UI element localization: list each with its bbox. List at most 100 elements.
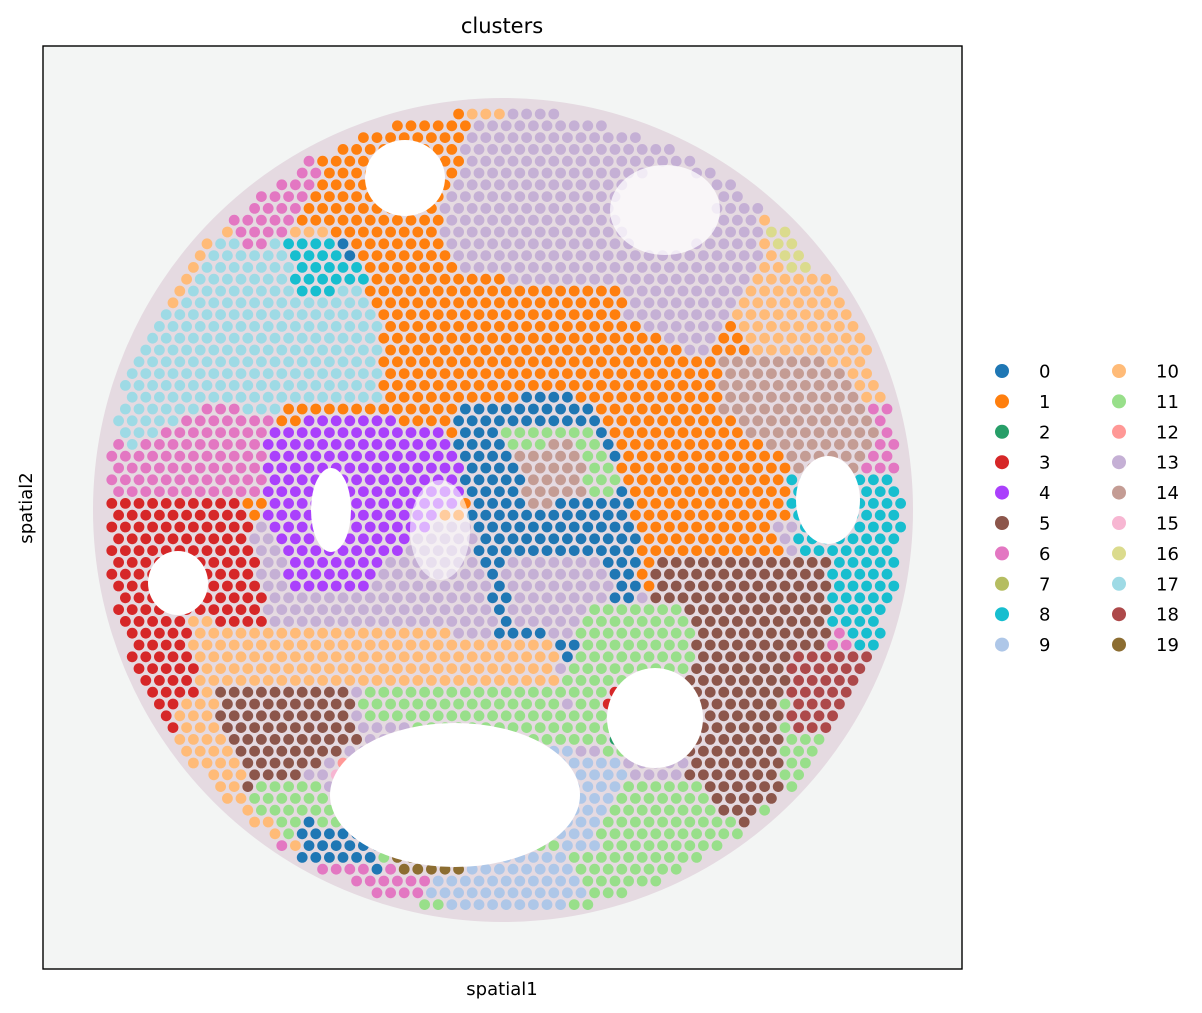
- spot-cluster-14: [786, 380, 798, 391]
- spot-cluster-1: [480, 273, 492, 285]
- spot-cluster-1: [378, 403, 390, 415]
- spot-cluster-11: [412, 698, 424, 710]
- spot-cluster-1: [528, 309, 539, 320]
- spot-cluster-13: [732, 285, 743, 297]
- spot-cluster-10: [303, 627, 315, 639]
- spot-cluster-13: [466, 580, 478, 592]
- spot-cluster-6: [174, 474, 186, 486]
- spot-cluster-1: [575, 297, 587, 309]
- spot-cluster-17: [364, 309, 376, 320]
- spot-cluster-8: [317, 273, 328, 285]
- spot-cluster-17: [344, 344, 356, 356]
- spot-cluster-11: [419, 899, 430, 910]
- spot-cluster-10: [766, 344, 777, 356]
- spot-cluster-8: [881, 568, 893, 580]
- spot-cluster-17: [201, 285, 213, 297]
- spot-cluster-5: [718, 804, 730, 816]
- spot-cluster-13: [446, 214, 458, 226]
- spot-cluster-10: [861, 368, 872, 379]
- spot-cluster-1: [732, 521, 743, 533]
- spot-cluster-17: [140, 391, 152, 403]
- spot-cluster-5: [704, 616, 716, 627]
- spot-cluster-0: [575, 533, 587, 545]
- spot-cluster-1: [738, 462, 750, 474]
- spot-cluster-11: [596, 639, 607, 651]
- spot-cluster-14: [738, 368, 750, 379]
- spot-cluster-3: [126, 604, 138, 615]
- spot-cluster-4: [276, 509, 288, 521]
- spot-cluster-5: [711, 722, 723, 733]
- spot-cluster-5: [242, 710, 254, 722]
- spot-cluster-1: [732, 545, 743, 556]
- spot-cluster-1: [602, 368, 614, 379]
- spot-cluster-6: [235, 486, 247, 497]
- spot-cluster-13: [528, 191, 539, 203]
- spot-cluster-1: [582, 332, 594, 344]
- spot-cluster-5: [745, 710, 757, 722]
- spot-cluster-13: [616, 273, 628, 285]
- spot-cluster-11: [575, 651, 587, 663]
- spot-cluster-5: [310, 686, 322, 698]
- spot-cluster-14: [745, 403, 757, 415]
- spot-cluster-9: [507, 863, 519, 875]
- spot-cluster-9: [596, 757, 607, 769]
- spot-cluster-1: [650, 332, 662, 344]
- spot-cluster-5: [759, 757, 770, 769]
- spot-cluster-8: [874, 509, 886, 521]
- spot-cluster-13: [276, 557, 288, 568]
- spot-cluster-11: [575, 675, 587, 686]
- spot-cluster-5: [704, 781, 716, 792]
- spot-cluster-11: [568, 899, 580, 910]
- spot-cluster-1: [589, 344, 600, 356]
- spot-cluster-17: [188, 403, 199, 415]
- spot-cluster-3: [222, 604, 233, 615]
- spot-cluster-1: [609, 285, 621, 297]
- spot-cluster-6: [827, 639, 838, 651]
- spot-cluster-5: [725, 627, 736, 639]
- spot-cluster-4: [269, 498, 281, 509]
- spot-cluster-1: [494, 273, 505, 285]
- spot-cluster-3: [140, 604, 152, 615]
- spot-cluster-13: [555, 238, 566, 250]
- spot-cluster-17: [249, 297, 260, 309]
- spot-cluster-13: [725, 250, 736, 261]
- spot-cluster-11: [405, 710, 417, 722]
- spot-cluster-10: [405, 663, 417, 674]
- spot-cluster-1: [446, 144, 458, 155]
- spot-cluster-0: [344, 250, 356, 261]
- spot-cluster-9: [521, 887, 532, 899]
- spot-cluster-13: [718, 214, 730, 226]
- spot-cluster-0: [494, 533, 505, 545]
- spot-cluster-3: [181, 509, 193, 521]
- spot-cluster-0: [568, 545, 580, 556]
- spot-cluster-0: [582, 498, 594, 509]
- spot-cluster-0: [507, 627, 519, 639]
- spot-cluster-10: [290, 675, 301, 686]
- spot-cluster-17: [160, 380, 172, 391]
- spot-cluster-5: [711, 675, 723, 686]
- spot-cluster-9: [568, 875, 580, 887]
- spot-cluster-1: [562, 368, 573, 379]
- spot-cluster-1: [446, 380, 458, 391]
- spot-cluster-4: [344, 415, 356, 427]
- spot-cluster-4: [269, 521, 281, 533]
- legend-marker-8: [995, 607, 1009, 622]
- spot-cluster-1: [371, 273, 383, 285]
- spot-cluster-13: [514, 238, 526, 250]
- spot-cluster-13: [548, 226, 560, 238]
- spot-cluster-1: [507, 391, 519, 403]
- spot-cluster-6: [188, 427, 199, 438]
- spot-cluster-17: [208, 391, 220, 403]
- spot-cluster-11: [616, 816, 628, 828]
- spot-cluster-17: [303, 321, 315, 332]
- spot-cluster-5: [752, 651, 764, 663]
- spot-cluster-8: [324, 262, 335, 273]
- spot-cluster-4: [283, 474, 294, 486]
- spot-cluster-5: [276, 722, 288, 733]
- spot-cluster-0: [337, 238, 349, 250]
- spot-cluster-3: [154, 533, 165, 545]
- spot-cluster-11: [616, 651, 628, 663]
- spot-cluster-17: [126, 415, 138, 427]
- spot-cluster-1: [337, 191, 349, 203]
- spot-cluster-1: [636, 403, 648, 415]
